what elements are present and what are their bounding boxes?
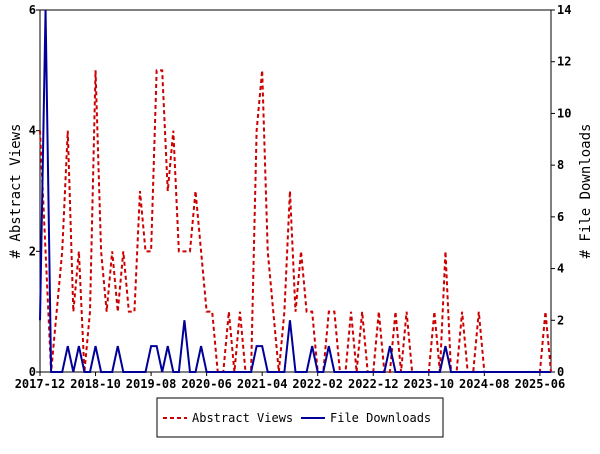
y2-tick-label: 14 [557,3,571,17]
series-line [39,9,551,373]
y-tick-label: 0 [29,365,36,379]
y2-tick-label: 10 [557,106,571,120]
y-tick-label: 4 [29,124,36,138]
x-tick-label: 2022-02 [292,377,343,391]
x-tick-label: 2019-08 [126,377,177,391]
x-tick-label: 2018-10 [70,377,121,391]
y2-tick-label: 12 [557,55,571,69]
x-tick-label: 2020-06 [181,377,232,391]
x-tick-label: 2017-12 [15,377,66,391]
plot-frame [39,9,552,373]
legend-label: File Downloads [330,411,431,425]
y-axis-label: # Abstract Views [8,124,24,259]
x-tick-label: 2023-10 [404,377,455,391]
x-tick-label: 2021-04 [237,377,288,391]
y-tick-label: 2 [29,244,36,258]
y2-tick-label: 8 [557,158,564,172]
y2-tick-label: 6 [557,210,564,224]
y2-tick-label: 4 [557,262,564,276]
y2-tick-label: 2 [557,313,564,327]
legend [156,397,444,438]
y2-tick-label: 0 [557,365,564,379]
legend-label: Abstract Views [192,411,293,425]
y2-axis-label: # File Downloads [578,124,594,259]
x-tick-label: 2025-06 [515,377,566,391]
series-line [39,69,552,373]
y-tick-label: 6 [29,3,36,17]
x-tick-label: 2022-12 [348,377,399,391]
x-tick-label: 2024-08 [459,377,510,391]
